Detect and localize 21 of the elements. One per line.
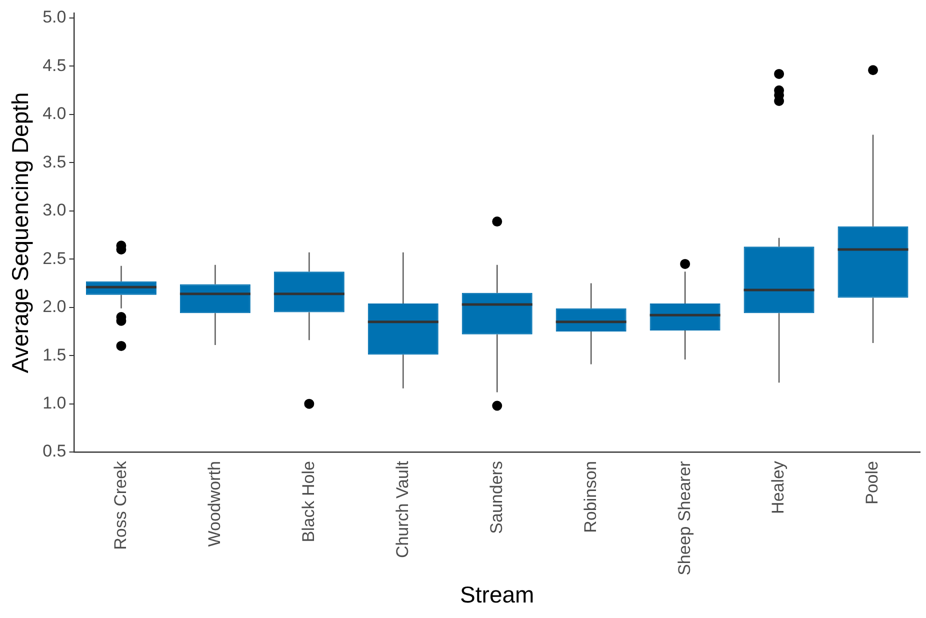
x-tick-label: Healey <box>768 460 788 514</box>
x-tick-label: Black Hole <box>298 461 318 542</box>
y-tick-label: 3.5 <box>42 152 66 172</box>
y-tick-label: 0.5 <box>42 442 66 461</box>
y-tick-label: 2.5 <box>42 248 66 268</box>
y-tick-label: 4.0 <box>42 104 66 124</box>
x-tick-label: Saunders <box>486 461 506 534</box>
y-tick-label: 5.0 <box>42 8 66 27</box>
x-tick-label: Sheep Shearer <box>674 460 694 576</box>
x-tick-label: Ross Creek <box>110 460 130 550</box>
x-axis-title: Stream <box>460 582 534 608</box>
x-tick-label: Poole <box>862 461 882 505</box>
y-tick-label: 2.0 <box>42 297 66 316</box>
y-tick-label: 1.0 <box>42 394 66 413</box>
y-tick-label: 3.0 <box>42 200 66 220</box>
y-tick-label: 4.5 <box>42 56 66 75</box>
y-axis-title: Average Sequencing Depth <box>7 92 34 374</box>
x-tick-label: Woodworth <box>204 461 224 547</box>
y-tick-label: 1.5 <box>42 345 66 364</box>
x-tick-label: Church Vault <box>392 460 412 558</box>
x-tick-label: Robinson <box>580 461 600 533</box>
